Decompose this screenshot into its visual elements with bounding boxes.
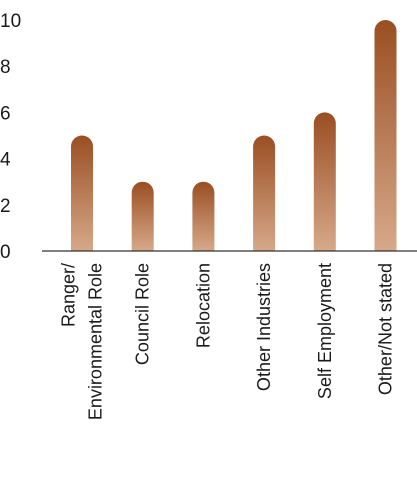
bar xyxy=(374,20,397,252)
y-tick-label: 4 xyxy=(0,150,11,171)
bar xyxy=(313,112,336,251)
x-axis-labels: Ranger/Environmental Role Council Role Rel… xyxy=(59,263,396,420)
x-category-label: Ranger/ xyxy=(59,263,79,327)
bar xyxy=(131,181,154,251)
x-category-label: Relocation xyxy=(193,263,213,348)
y-tick-label: 8 xyxy=(0,57,11,78)
y-tick-label: 0 xyxy=(0,242,11,263)
y-tick-label: 6 xyxy=(0,103,11,124)
bars xyxy=(71,20,397,252)
x-category-label: Other Industries xyxy=(254,263,274,391)
bar xyxy=(192,181,215,251)
x-category-label: Self Employment xyxy=(315,263,335,399)
y-axis-ticks: 0 2 4 6 8 10 xyxy=(0,11,21,263)
bar xyxy=(71,135,94,251)
y-tick-label: 2 xyxy=(0,196,11,217)
x-category-label: Council Role xyxy=(133,263,153,365)
y-tick-label: 10 xyxy=(0,11,21,32)
x-category-label: Other/Not stated xyxy=(376,263,396,395)
bar xyxy=(253,135,276,251)
x-category-label: Environmental Role xyxy=(86,263,106,420)
